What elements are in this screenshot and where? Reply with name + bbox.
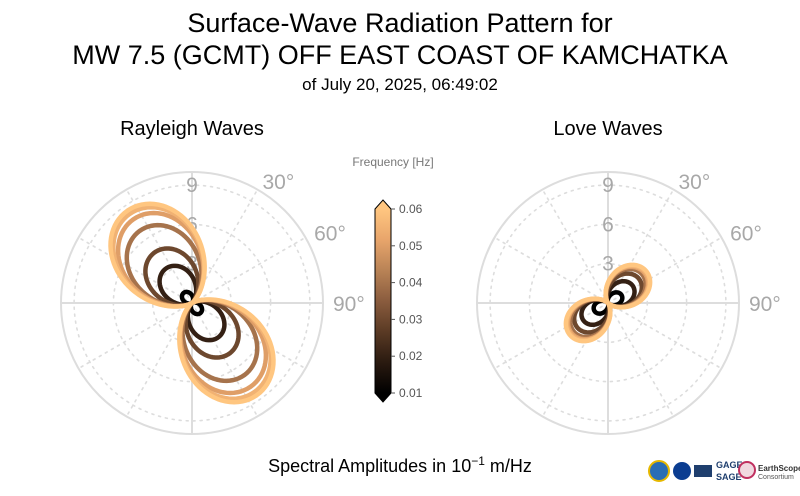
love-angle-tick-label: 30°: [679, 171, 711, 194]
colorbar-tick-label: 0.05: [399, 239, 423, 253]
amplitude-unit-suffix: m/Hz: [484, 456, 532, 476]
nsf-logo: [648, 460, 670, 482]
gage-logo-text: GAGE: [716, 460, 743, 470]
colorbar-tick-label: 0.06: [399, 202, 423, 216]
love-angular-gridline: [607, 236, 723, 304]
love-angular-gridline: [493, 236, 609, 304]
colorbar-extend-min: [375, 393, 391, 402]
rayleigh-angular-gridline: [191, 302, 307, 370]
rayleigh-angle-tick-label: 90°: [333, 293, 365, 316]
colorbar-tick-label: 0.04: [399, 276, 423, 290]
love-pattern-0.06-lobe-2: [563, 296, 613, 344]
love-pattern-0.06-lobe-1: [603, 262, 653, 310]
rayleigh-pattern-0.06-lobe-2: [108, 201, 207, 309]
frequency-colorbar: Frequency [Hz] 0.06 0.05 0.04 0.03 0.02 0.01: [352, 155, 434, 403]
colorbar-tick-label: 0.01: [399, 386, 423, 400]
love-pattern-curves: [563, 262, 653, 344]
love-angular-gridline: [607, 302, 675, 418]
colorbar-body: [375, 209, 391, 393]
earthscope-logo-text: EarthScope: [758, 464, 800, 473]
chart-subtitle: of July 20, 2025, 06:49:02: [302, 75, 498, 94]
chart-title-line-1: Surface-Wave Radiation Pattern for: [187, 8, 613, 38]
love-panel-title: Love Waves: [553, 118, 663, 140]
love-radial-tick-label: 6: [602, 213, 614, 236]
sponsor-logos: GAGE SAGE EarthScope Consortium: [648, 458, 800, 486]
love-angular-gridline: [493, 302, 609, 370]
rayleigh-angular-gridline: [77, 302, 193, 370]
consortium-logo-text: Consortium: [758, 474, 794, 481]
chart-title-line-2: MW 7.5 (GCMT) OFF EAST COAST OF KAMCHATK…: [72, 40, 728, 70]
rayleigh-angle-tick-label: 60°: [314, 223, 346, 246]
amplitude-unit-prefix: Spectral Amplitudes in: [268, 456, 452, 476]
love-angular-gridline: [541, 188, 609, 304]
rayleigh-angular-gridline: [77, 236, 193, 304]
colorbar-extend-max: [375, 200, 391, 209]
love-angular-gridline: [607, 302, 723, 370]
love-radial-tick-label: 9: [602, 174, 614, 197]
amplitude-unit-label: Spectral Amplitudes in 10−1 m/Hz: [0, 454, 800, 477]
earthscope-logo-icon: [738, 461, 756, 479]
colorbar-label: Frequency [Hz]: [352, 155, 433, 169]
love-polar-axes: 3 6 9 30° 60° 90°: [476, 171, 781, 435]
rayleigh-angle-tick-label: 30°: [263, 171, 295, 194]
love-angle-tick-label: 90°: [749, 293, 781, 316]
love-angle-tick-label: 60°: [730, 223, 762, 246]
rayleigh-angular-gridline: [191, 236, 307, 304]
rayleigh-pattern-0.06-lobe-1: [177, 297, 276, 405]
colorbar-tick-label: 0.03: [399, 312, 423, 326]
amplitude-unit-base: 10: [451, 456, 472, 476]
rayleigh-radial-tick-label: 9: [186, 174, 198, 197]
rayleigh-panel-title: Rayleigh Waves: [120, 118, 264, 140]
love-radial-tick-label: 3: [602, 253, 614, 276]
rayleigh-angular-gridline: [125, 188, 193, 304]
rayleigh-pattern-curves: [108, 201, 276, 405]
colorbar-tick-label: 0.02: [399, 349, 423, 363]
sage-logo-text: SAGE: [716, 472, 742, 482]
usgs-logo: [694, 465, 712, 477]
amplitude-unit-exponent: −1: [471, 454, 485, 468]
nasa-logo: [673, 462, 691, 480]
rayleigh-angular-gridline: [191, 302, 259, 418]
